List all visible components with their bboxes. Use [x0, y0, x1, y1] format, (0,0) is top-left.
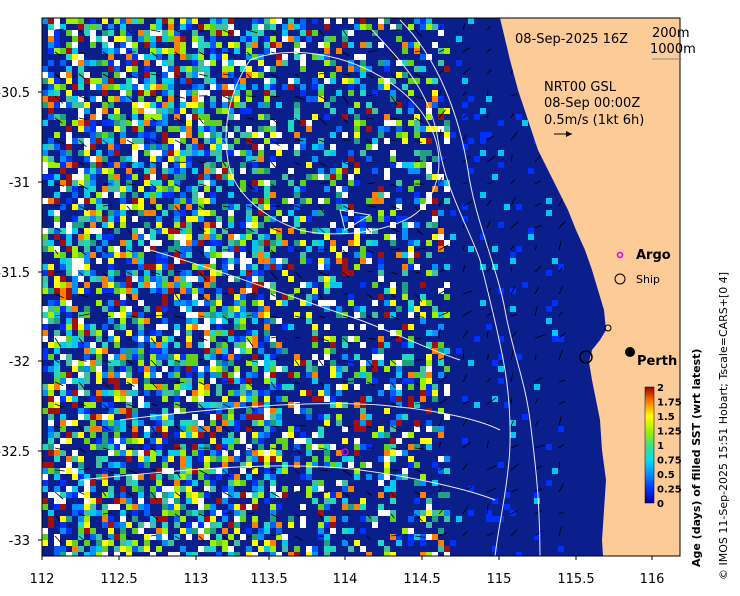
x-tick-label: 112.5	[100, 572, 137, 587]
date-label: 08-Sep-2025 16Z	[515, 32, 628, 47]
x-tick-label: 115.5	[557, 572, 594, 587]
x-tick-label: 112	[30, 572, 55, 587]
colorbar-tick-label: 0	[657, 499, 664, 510]
depth-contour-label-200: 200m	[652, 26, 689, 41]
y-tick-label: -33	[9, 534, 30, 549]
x-tick-label: 114	[333, 572, 358, 587]
x-tick-label: 113.5	[250, 572, 287, 587]
y-tick-label: -32	[9, 355, 30, 370]
colorbar-tick-label: 0.25	[657, 485, 682, 496]
x-tick-label: 116	[640, 572, 665, 587]
city-label-perth: Perth	[637, 354, 677, 369]
y-tick-label: -30.5	[0, 86, 30, 101]
current-scale-label: 0.5m/s (1kt 6h)	[544, 113, 644, 128]
colorbar-tick-label: 1	[657, 441, 664, 452]
colorbar-gradient	[645, 387, 654, 503]
x-axis: 112 112.5 113 113.5 114 114.5 115 115.5 116	[30, 556, 665, 587]
ship-legend-label: Ship	[636, 273, 660, 286]
y-axis: -30.5 -31 -31.5 -32 -32.5 -33	[0, 86, 42, 549]
x-tick-label: 113	[184, 572, 209, 587]
y-tick-label: -31	[9, 176, 30, 191]
colorbar-tick-label: 1.75	[657, 398, 682, 409]
y-tick-label: -31.5	[0, 266, 30, 281]
colorbar-tick-label: 1.25	[657, 427, 682, 438]
current-source-label: NRT00 GSL	[544, 80, 617, 95]
colorbar-tick-label: 2	[657, 383, 664, 394]
credit-text: © IMOS 11-Sep-2025 15:51 Hobart; Tscale=…	[717, 272, 730, 580]
colorbar-title: Age (days) of filled SST (wrt latest)	[690, 349, 703, 567]
colorbar-tick-label: 1.5	[657, 412, 675, 423]
x-tick-label: 114.5	[403, 572, 440, 587]
current-time-label: 08-Sep 00:00Z	[544, 96, 640, 111]
depth-contour-label-1000: 1000m	[650, 42, 696, 57]
y-tick-label: -32.5	[0, 445, 30, 460]
colorbar-tick-label: 0.5	[657, 470, 675, 481]
argo-legend-label: Argo	[636, 248, 671, 263]
colorbar-tick-label: 0.75	[657, 456, 682, 467]
x-tick-label: 115	[487, 572, 512, 587]
